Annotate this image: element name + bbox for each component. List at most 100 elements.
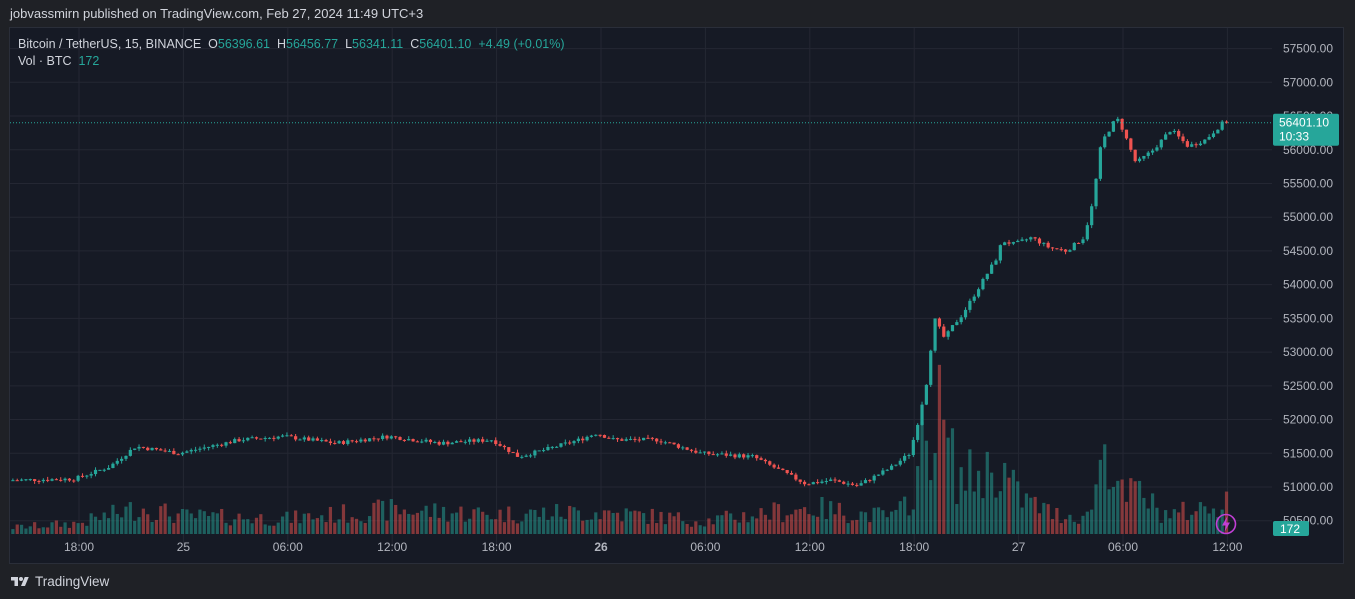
lightning-icon[interactable] — [1215, 513, 1237, 535]
volume-bar — [1016, 481, 1020, 534]
volume-bar — [146, 514, 150, 534]
candle-body — [563, 442, 567, 444]
volume-bar — [868, 522, 872, 534]
volume-bar — [363, 522, 367, 534]
volume-bar — [472, 509, 476, 534]
volume-bar — [359, 521, 363, 534]
candle-body — [350, 440, 354, 442]
volume-bar — [193, 518, 198, 534]
candle-body — [968, 300, 972, 310]
volume-bar — [698, 525, 702, 534]
volume-bar — [933, 453, 937, 534]
volume-bar — [233, 519, 237, 534]
volume-bar — [141, 508, 145, 534]
volume-bar — [394, 504, 398, 534]
tradingview-footer[interactable]: TradingView — [10, 574, 109, 589]
candle-body — [267, 437, 272, 439]
volume-bar — [285, 511, 289, 534]
candle-body — [776, 467, 781, 469]
volume-bar — [1155, 507, 1159, 534]
price-tick-label: 57500.00 — [1283, 42, 1333, 56]
volume-bar — [585, 519, 589, 534]
volume-bar — [859, 511, 863, 534]
volume-bar — [546, 519, 550, 534]
candle-body — [228, 442, 232, 444]
volume-bar — [476, 507, 480, 534]
candle-body — [872, 475, 876, 481]
volume-bar — [1020, 507, 1024, 534]
volume-bar — [198, 509, 202, 534]
volume-bar — [189, 513, 193, 534]
candle-body — [407, 438, 411, 441]
candle-body — [307, 437, 311, 441]
candle-body — [907, 455, 911, 457]
volume-bar — [855, 519, 859, 534]
candle-body — [1185, 141, 1189, 147]
candle-body — [820, 481, 824, 483]
volume-bar — [507, 506, 511, 534]
volume-bar — [515, 523, 520, 534]
time-axis[interactable]: 18:00 25 06:00 12:00 18:00 26 06:00 12:00 18:00 2… — [64, 540, 1243, 554]
candle-body — [607, 437, 611, 439]
candle-body — [763, 459, 768, 462]
candlestick-chart[interactable]: 50500.0051000.0051500.0052000.0052500.00… — [10, 28, 1343, 563]
volume-tag-value: 172 — [1280, 522, 1300, 536]
volume-bar — [80, 522, 85, 534]
time-tick-label: 12:00 — [377, 540, 407, 554]
volume-bar — [180, 509, 185, 534]
candle-body — [633, 438, 637, 440]
candle-body — [415, 441, 420, 443]
volume-bar — [1024, 493, 1029, 534]
volume-bar — [1085, 511, 1089, 534]
candle-body — [1033, 237, 1037, 239]
candle-body — [985, 273, 989, 280]
volume-bar — [72, 521, 76, 534]
volume-bar — [76, 523, 80, 534]
candle-body — [159, 449, 163, 451]
candle-body — [1198, 143, 1203, 146]
candle-body — [1037, 238, 1042, 244]
candle-body — [816, 482, 820, 484]
volume-bar — [559, 516, 563, 534]
volume-bar — [1007, 477, 1011, 534]
candle-body — [76, 475, 80, 481]
candle-body — [1164, 134, 1168, 140]
volume-bar — [1211, 508, 1216, 534]
volume-bar — [54, 520, 58, 534]
volume-bar — [550, 516, 554, 534]
candle-body — [541, 450, 546, 452]
volume-bar — [737, 522, 741, 534]
candle-body — [398, 437, 402, 440]
candle-body — [463, 441, 467, 443]
candle-body — [929, 350, 933, 385]
volume-bar — [842, 515, 846, 534]
candle-body — [437, 442, 441, 445]
chart-frame[interactable]: 50500.00 51000.00 51500.00 52000.00 52500.00… — [9, 27, 1344, 564]
volume-bar — [615, 512, 620, 534]
candle-body — [672, 442, 676, 445]
candle-body — [106, 468, 111, 470]
time-tick-label: 06:00 — [690, 540, 720, 554]
volume-bar — [650, 508, 654, 534]
volume-bar — [1042, 502, 1046, 534]
candle-body — [972, 296, 976, 301]
candle-body — [402, 439, 406, 441]
candle-body — [933, 318, 937, 351]
candle-body — [89, 474, 93, 476]
volume-bar — [481, 511, 485, 534]
volume-bar — [1081, 515, 1085, 534]
candle-body — [602, 435, 607, 438]
candle-body — [829, 479, 833, 482]
candle-body — [994, 260, 998, 265]
candle-body — [842, 481, 846, 484]
volume-bar — [724, 510, 728, 534]
volume-bar — [894, 509, 898, 534]
volume-bar — [498, 509, 502, 534]
candle-body — [1133, 149, 1137, 162]
candle-body — [515, 452, 520, 457]
candle-body — [311, 438, 315, 441]
volume-bar — [454, 512, 459, 534]
tradingview-brand: TradingView — [35, 574, 110, 589]
volume-bar — [889, 511, 894, 534]
volume-bar — [520, 521, 524, 534]
